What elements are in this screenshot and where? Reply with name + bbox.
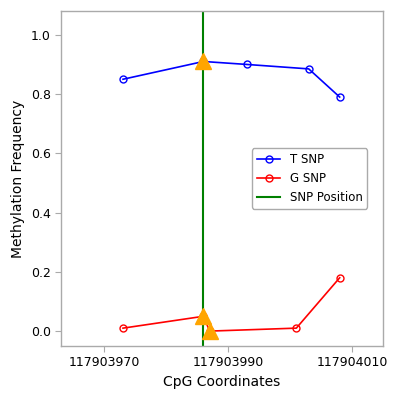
X-axis label: CpG Coordinates: CpG Coordinates [164, 375, 281, 389]
Legend: T SNP, G SNP, SNP Position: T SNP, G SNP, SNP Position [252, 148, 368, 209]
Y-axis label: Methylation Frequency: Methylation Frequency [11, 99, 25, 258]
